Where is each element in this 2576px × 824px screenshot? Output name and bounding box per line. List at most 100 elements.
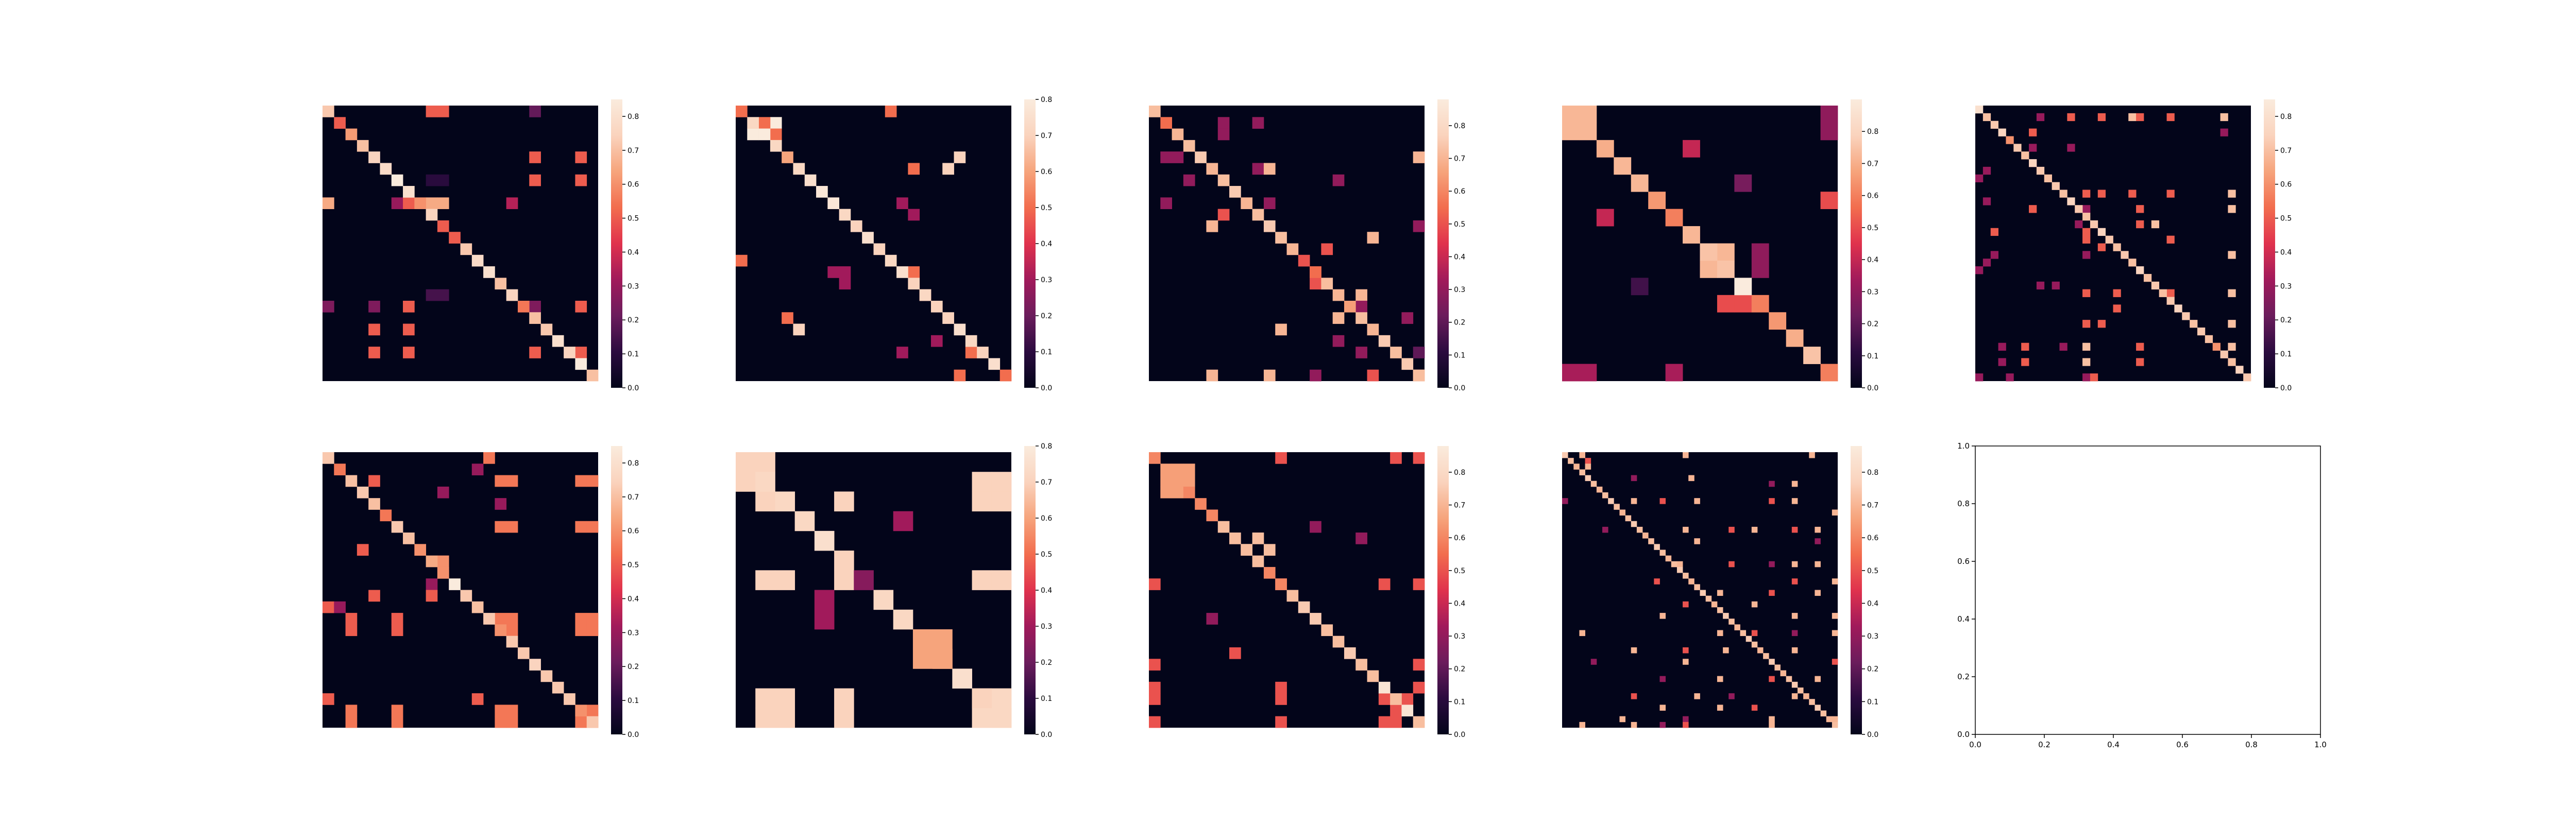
heatmap-cell xyxy=(1792,498,1798,504)
heatmap-diagonal-cell xyxy=(1149,452,1161,464)
heatmap-cell xyxy=(495,475,506,487)
colorbar-tick-label: 0.6 xyxy=(628,527,639,536)
heatmap-diagonal-cell xyxy=(1183,140,1195,152)
heatmap-cell xyxy=(839,266,851,278)
heatmap-cell xyxy=(1769,498,1775,504)
heatmap-diagonal-cell xyxy=(908,278,920,289)
heatmap-cell xyxy=(1413,682,1425,694)
heatmap-cell xyxy=(1769,676,1775,682)
colorbar-tick-label: 0.5 xyxy=(1454,567,1465,575)
colorbar-gradient xyxy=(2264,99,2275,388)
heatmap-cell xyxy=(1694,693,1700,699)
colorbar-gradient xyxy=(611,446,622,734)
heatmap-diagonal-cell xyxy=(1803,347,1821,364)
heatmap-diagonal-cell xyxy=(770,140,782,152)
heatmap-cell xyxy=(1717,676,1723,682)
heatmap-diagonal-cell xyxy=(913,629,933,649)
heatmap-cell xyxy=(827,266,839,278)
heatmap-cell xyxy=(1792,481,1798,487)
colorbar-tick-label: 0.3 xyxy=(1454,632,1465,641)
heatmap-cell xyxy=(1654,578,1660,585)
heatmap-cell xyxy=(1683,602,1689,608)
heatmap-diagonal-cell xyxy=(1631,521,1637,527)
heatmap-cell xyxy=(2113,289,2121,297)
heatmap-diagonal-cell xyxy=(1781,671,1787,677)
heatmap-diagonal-cell xyxy=(1769,312,1786,330)
heatmap-cell xyxy=(529,347,541,358)
colorbar-tick-label: 0.4 xyxy=(1867,599,1878,608)
heatmap-cell xyxy=(1683,452,1689,458)
heatmap-cell xyxy=(1160,151,1172,163)
heatmap-cell xyxy=(1694,498,1700,504)
heatmap-cell xyxy=(529,301,541,313)
heatmap-cell xyxy=(2090,373,2098,381)
heatmap-cell xyxy=(1413,347,1425,358)
heatmap-cell xyxy=(1792,561,1798,568)
heatmap-diagonal-cell xyxy=(885,255,897,267)
heatmap-cell xyxy=(495,716,506,728)
heatmap-cell xyxy=(1752,705,1758,711)
heatmap-diagonal-cell xyxy=(1562,452,1568,458)
heatmap-cell xyxy=(529,175,541,186)
heatmap-cell xyxy=(437,289,449,301)
heatmap-diagonal-cell xyxy=(1821,711,1827,717)
heatmap-cell xyxy=(495,613,506,625)
colorbar-tick-label: 0.2 xyxy=(1454,665,1465,674)
heatmap-cell xyxy=(2075,220,2082,228)
heatmap-diagonal-cell xyxy=(495,278,506,289)
heatmap-cell xyxy=(1579,364,1597,382)
heatmap-cell xyxy=(1666,364,1683,382)
heatmap-cell xyxy=(437,106,449,117)
heatmap-diagonal-cell xyxy=(1597,487,1603,493)
heatmap-cell xyxy=(834,570,854,590)
heatmap-diagonal-cell xyxy=(736,106,748,117)
heatmap-diagonal-cell xyxy=(2136,266,2144,274)
heatmap-cell xyxy=(506,705,518,716)
heatmap-diagonal-cell xyxy=(1573,464,1580,470)
heatmap-cell xyxy=(793,324,805,336)
heatmap-diagonal-cell xyxy=(988,358,1000,370)
heatmap-cell xyxy=(896,197,908,209)
heatmap-cell xyxy=(1694,538,1700,544)
heatmap-diagonal-cell xyxy=(1763,653,1769,659)
heatmap-diagonal-cell xyxy=(933,649,953,669)
heatmap-diagonal-cell xyxy=(1803,693,1809,699)
heatmap-diagonal-cell xyxy=(1619,509,1625,516)
heatmap-diagonal-cell xyxy=(426,209,438,221)
heatmap-cell xyxy=(755,708,775,728)
heatmap-cell xyxy=(334,602,346,613)
y-tick-label: 0.6 xyxy=(1957,557,1970,566)
heatmap-cell xyxy=(759,117,771,129)
heatmap-diagonal-cell xyxy=(1677,567,1683,573)
heatmap-diagonal-cell xyxy=(1597,140,1614,158)
heatmap-diagonal-cell xyxy=(1252,209,1264,221)
heatmap-cell xyxy=(392,197,403,209)
colorbar-gradient xyxy=(1437,99,1449,388)
heatmap-diagonal-cell xyxy=(1648,192,1666,209)
heatmap-diagonal-cell xyxy=(1367,324,1379,336)
heatmap-diagonal-cell xyxy=(2121,251,2128,259)
colorbar-tick-label: 0.8 xyxy=(1041,442,1052,451)
heatmap-cell xyxy=(1206,613,1218,625)
heatmap-diagonal-cell xyxy=(1757,647,1764,654)
colorbar-tick-label: 0.4 xyxy=(2280,248,2292,256)
heatmap-diagonal-cell xyxy=(518,301,530,313)
heatmap-cell xyxy=(2228,251,2235,259)
heatmap-diagonal-cell xyxy=(2113,244,2121,251)
heatmap-cell xyxy=(346,613,358,625)
heatmap-diagonal-cell xyxy=(2167,297,2175,305)
colorbar-tick-label: 0.1 xyxy=(2280,350,2292,358)
heatmap-cell xyxy=(755,491,775,511)
heatmap-diagonal-cell xyxy=(2044,175,2052,182)
heatmap-cell xyxy=(426,590,438,602)
heatmap-diagonal-cell xyxy=(2059,190,2067,197)
colorbar-tick-label: 0.7 xyxy=(1867,160,1878,168)
heatmap-cell xyxy=(1983,197,1991,205)
heatmap-diagonal-cell xyxy=(1723,613,1729,619)
heatmap-diagonal-cell xyxy=(380,163,392,175)
heatmap-cell xyxy=(1991,251,1998,259)
heatmap-diagonal-cell xyxy=(1195,151,1207,163)
heatmap-cell xyxy=(575,521,587,533)
heatmap-cell xyxy=(1659,705,1666,711)
heatmap-diagonal-cell xyxy=(920,289,931,301)
